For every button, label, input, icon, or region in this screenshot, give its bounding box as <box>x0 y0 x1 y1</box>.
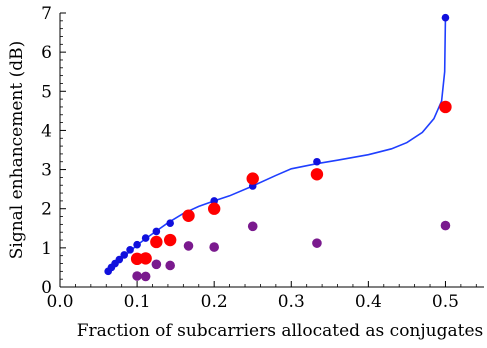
axis-ticks <box>59 12 477 288</box>
blue-point <box>210 197 218 205</box>
x-tick-label: 0.2 <box>201 292 228 312</box>
x-axis-title: Fraction of subcarriers allocated as con… <box>77 321 483 341</box>
purple-point <box>151 259 162 270</box>
y-tick-label: 1 <box>41 239 52 259</box>
purple-point <box>183 241 194 251</box>
blue-point <box>115 255 124 264</box>
blue-point <box>126 246 134 254</box>
x-tick-label: 0.3 <box>278 292 305 312</box>
y-tick-label: 2 <box>41 200 52 220</box>
y-tick-label: 7 <box>41 4 52 24</box>
red-point <box>439 100 452 114</box>
purple-point <box>312 238 322 248</box>
red-point <box>310 168 324 181</box>
plot-frame <box>59 13 484 288</box>
blue-point <box>141 234 150 242</box>
blue-point <box>133 240 141 249</box>
y-tick-label: 3 <box>41 161 52 181</box>
red-point <box>246 172 259 185</box>
purple-point <box>140 271 151 282</box>
red-point <box>150 235 163 249</box>
blue-point <box>313 157 321 166</box>
purple-point <box>247 221 258 232</box>
purple-point <box>209 242 219 252</box>
y-axis-title: Signal enhancement (dB) <box>7 41 27 260</box>
red-point <box>139 252 152 265</box>
red-point <box>207 202 221 215</box>
red-point <box>182 209 195 222</box>
series-points-group <box>104 13 452 282</box>
x-tick-label: 0.0 <box>46 292 73 312</box>
x-tick-label: 0.5 <box>432 292 459 312</box>
purple-point <box>132 271 142 281</box>
x-tick-label: 0.4 <box>355 292 382 312</box>
red-point <box>163 233 177 247</box>
blue-point <box>441 13 450 22</box>
tick-labels: 0.0 0.1 0.2 0.3 0.4 0.5 0 1 2 3 4 5 6 7 <box>41 4 459 312</box>
purple-point <box>165 260 175 271</box>
blue-point <box>120 251 129 259</box>
y-tick-label: 6 <box>41 43 52 63</box>
blue-point <box>166 219 174 227</box>
x-tick-label: 0.1 <box>124 292 151 312</box>
y-tick-label: 4 <box>41 121 52 141</box>
blue-point <box>152 227 161 236</box>
y-tick-label: 0 <box>41 278 52 298</box>
y-tick-label: 5 <box>41 82 52 102</box>
purple-point <box>440 220 451 231</box>
